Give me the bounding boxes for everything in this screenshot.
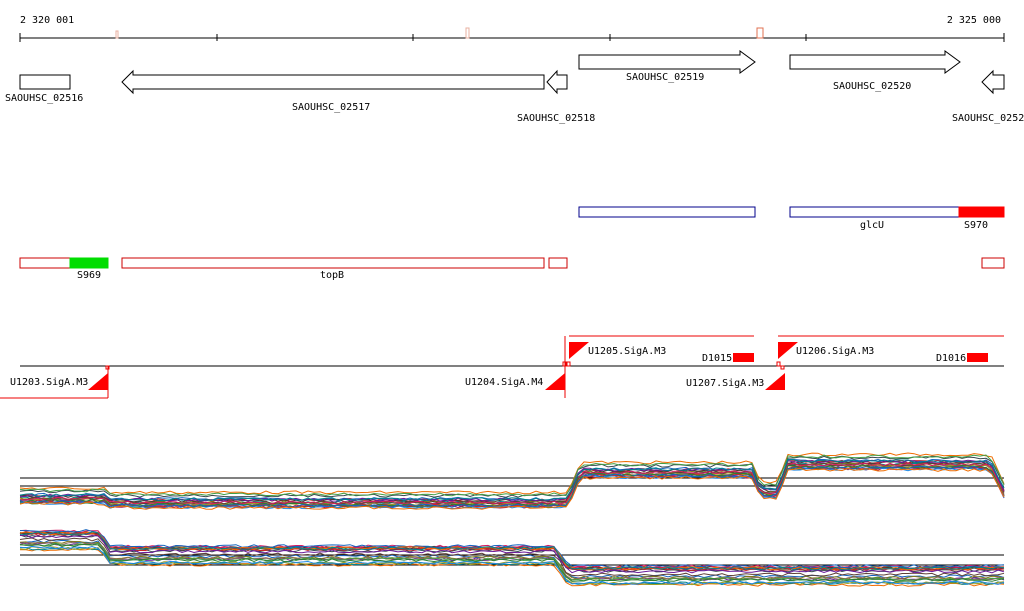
promoter-label: U1203.SigA.M3 [10,377,88,388]
expression-trace [19,529,1005,569]
expression-trace [19,467,1005,510]
expression-trace [19,537,1005,577]
expression-trace [19,543,1005,582]
ruler-marker [115,30,119,39]
expression-trace [19,545,1005,585]
promoter-flag[interactable] [778,342,798,359]
promoter-track: U1203.SigA.M3 U1204.SigA.M4 U1205.SigA.M… [0,335,1004,399]
coordinate-ruler: 2 320 001 2 325 000 [19,15,1005,42]
ruler-start-label: 2 320 001 [20,15,74,26]
gene-arrow[interactable] [578,50,756,74]
promoter-label: U1204.SigA.M4 [465,377,543,388]
expression-trace [19,455,1005,498]
feature-box[interactable] [121,257,545,269]
gene-arrow[interactable] [121,69,545,95]
gene-arrow[interactable] [19,74,71,90]
gene-label: SAOUHSC_02517 [292,102,370,113]
promoter-flag[interactable] [545,373,565,390]
feature-label: glcU [860,220,884,231]
promoter-label: D1016 [936,353,966,364]
expression-trace [19,452,1005,495]
feature-box[interactable] [981,257,1005,269]
gene-label: SAOUHSC_02516 [5,93,83,104]
gene-label: SAOUHSC_02519 [626,72,704,83]
feature-label: S970 [964,220,988,231]
expression-profile-lines [19,452,1005,510]
promoter-label: D1015 [702,353,732,364]
feature-box-highlight[interactable] [69,257,109,269]
expression-trace [19,462,1005,505]
feature-label: S969 [77,270,101,281]
expression-trace [19,542,1005,582]
gene-label: SAOUHSC_02520 [833,81,911,92]
promoter-mark [562,361,567,367]
ruler-marker [465,27,470,39]
promoter-label: U1206.SigA.M3 [796,346,874,357]
minus-strand-feature-track: S969 topB [19,257,1005,281]
feature-box-highlight[interactable] [958,206,1005,218]
feature-box[interactable] [548,257,568,269]
expression-trace [19,459,1005,502]
terminator-box[interactable] [733,353,754,362]
promoter-flag[interactable] [765,373,785,390]
feature-box[interactable] [19,257,71,269]
gene-arrow[interactable] [546,69,568,95]
gene-arrow[interactable] [789,50,961,74]
expression-profile-lines [19,529,1005,587]
feature-label: topB [320,270,344,281]
gene-label: SAOUHSC_02518 [517,113,595,124]
expression-trace [19,531,1005,571]
expression-trace [19,465,1005,508]
expression-panel-minus [19,529,1005,587]
feature-box[interactable] [578,206,756,218]
gene-track: SAOUHSC_02516 SAOUHSC_02517 SAOUHSC_0251… [5,50,1024,124]
promoter-flag[interactable] [569,342,589,359]
gene-arrow[interactable] [981,69,1005,95]
promoter-mark [776,361,781,367]
feature-box[interactable] [789,206,960,218]
gene-label: SAOUHSC_0252 [952,113,1024,124]
promoter-label: U1207.SigA.M3 [686,378,764,389]
promoter-mark [566,361,571,367]
expression-panel-plus [19,452,1005,510]
promoter-label: U1205.SigA.M3 [588,346,666,357]
promoter-mark [105,365,110,370]
promoter-flag[interactable] [88,373,108,390]
ruler-end-label: 2 325 000 [947,15,1001,26]
expression-trace [19,534,1005,574]
ruler-marker [756,27,764,39]
plus-strand-feature-track: glcU S970 [578,206,1005,231]
promoter-mark [780,365,785,370]
expression-trace [19,462,1005,505]
terminator-box[interactable] [967,353,988,362]
expression-trace [19,454,1005,497]
